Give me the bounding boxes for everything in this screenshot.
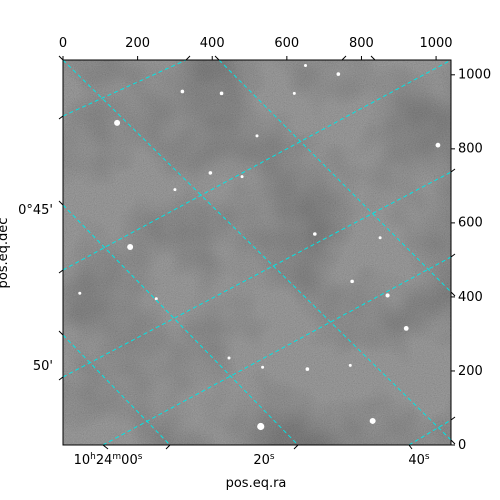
star [403,325,409,331]
tick-mark [58,55,64,61]
tick-mark [214,55,220,61]
tick-mark [58,115,64,120]
tick-mark [58,269,64,274]
star [336,72,341,76]
right-tick-label: 800 [458,142,483,157]
star [369,417,376,424]
top-tick-label: 200 [125,36,150,51]
star [154,297,158,301]
grid-line [63,171,451,378]
ra-axis: 10h24m00s 20s 40s pos.eq.ra [74,452,430,491]
star [180,89,185,94]
y-axis-label: pos.eq.dec [0,218,11,289]
top-tick-label: 0 [59,36,67,51]
tick-mark [165,444,171,450]
star [257,422,265,431]
star [255,134,259,138]
ra-tick-label: 10h24m00s [74,452,143,468]
grid-line [63,60,187,117]
star [305,367,310,371]
grid-line [63,334,171,445]
tick-mark [102,444,109,450]
star [435,142,441,148]
top-pixel-axis: 0 200 400 600 800 1000 [59,36,453,51]
star [114,119,121,126]
axis-ticks [58,55,456,450]
top-tick-label: 400 [200,36,225,51]
right-tick-label: 0 [458,438,466,453]
ra-tick-label: 40s [408,452,430,468]
dec-axis: 0°45' 50' pos.eq.dec [0,203,53,374]
ra-tick-label: 20s [253,452,275,468]
tick-mark [450,416,456,421]
grid-line [408,419,451,445]
tick-mark [341,55,347,61]
top-tick-label: 800 [349,36,374,51]
star [385,293,390,298]
tick-mark [58,330,64,336]
coordinate-grid [63,60,451,445]
right-pixel-axis: 0 200 400 600 800 1000 [458,68,491,454]
tick-mark [293,444,299,450]
plot-area [63,60,451,445]
star [304,64,307,68]
tick-mark [450,253,456,258]
right-tick-label: 600 [458,216,483,231]
plot-frame [62,59,452,446]
tick-mark [185,55,191,61]
tick-mark [370,55,376,61]
star [348,363,352,367]
star [219,91,224,96]
tick-mark [58,200,64,206]
grid-line [102,256,451,445]
tick-mark [58,376,64,381]
star [313,232,317,236]
right-tick-label: 200 [458,364,483,379]
dec-tick-label: 50' [33,359,53,374]
star [292,91,296,95]
star [378,236,382,240]
star [227,356,231,360]
dec-tick-label: 0°45' [18,203,53,218]
tick-mark [450,439,456,445]
right-tick-label: 400 [458,290,483,305]
tick-mark [450,168,456,173]
star [208,171,213,175]
star [261,365,265,369]
star [127,243,134,250]
stars-layer [78,64,441,431]
grid-line [63,60,451,271]
tick-mark [450,291,456,297]
star [78,291,82,295]
top-tick-label: 1000 [419,36,452,51]
star [240,175,244,179]
right-tick-label: 1000 [458,68,491,83]
grid-line [218,60,451,293]
top-tick-label: 600 [274,36,299,51]
star [173,188,177,192]
star [350,279,354,284]
tick-mark [408,444,413,450]
image-dark-blotches [63,60,451,445]
x-axis-label: pos.eq.ra [226,476,287,491]
